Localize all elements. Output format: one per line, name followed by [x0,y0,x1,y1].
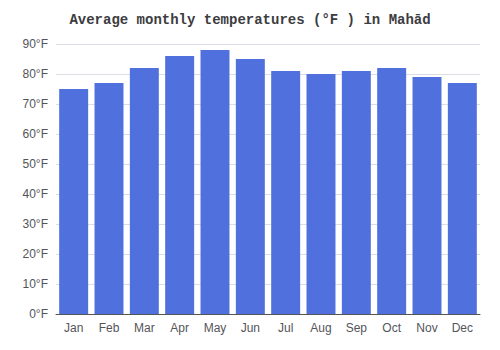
svg-text:90°F: 90°F [23,37,48,51]
svg-text:60°F: 60°F [23,127,48,141]
svg-text:40°F: 40°F [23,187,48,201]
svg-text:Mar: Mar [134,321,155,335]
svg-text:10°F: 10°F [23,277,48,291]
svg-text:Apr: Apr [170,321,189,335]
svg-text:Nov: Nov [416,321,437,335]
svg-text:0°F: 0°F [29,307,48,321]
svg-text:Average monthly temperatures (: Average monthly temperatures (°F ) in Ma… [69,12,430,28]
svg-text:Feb: Feb [99,321,120,335]
svg-text:Jan: Jan [64,321,83,335]
svg-text:Jul: Jul [278,321,293,335]
svg-text:70°F: 70°F [23,97,48,111]
svg-text:50°F: 50°F [23,157,48,171]
svg-text:20°F: 20°F [23,247,48,261]
svg-text:Jun: Jun [241,321,260,335]
svg-text:Sep: Sep [346,321,368,335]
svg-text:May: May [204,321,227,335]
svg-text:80°F: 80°F [23,67,48,81]
svg-text:Oct: Oct [382,321,401,335]
svg-text:Dec: Dec [452,321,473,335]
svg-text:Aug: Aug [310,321,331,335]
svg-text:30°F: 30°F [23,217,48,231]
